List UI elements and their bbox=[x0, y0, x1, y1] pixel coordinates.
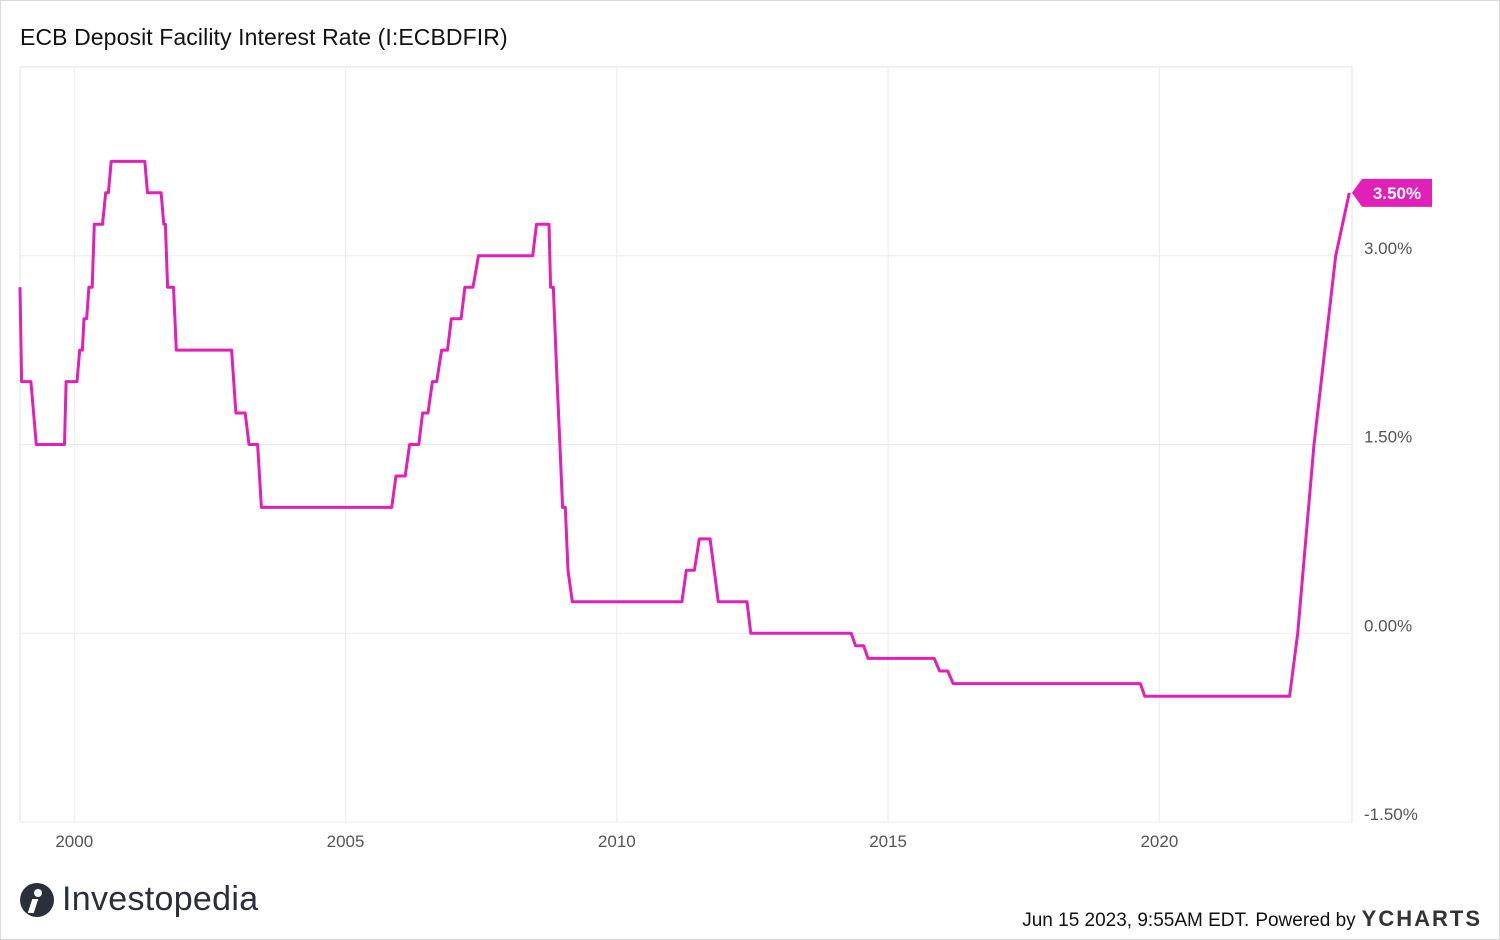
last-value-label: 3.50% bbox=[1373, 184, 1421, 203]
y-tick-label: 3.00% bbox=[1364, 239, 1412, 258]
footer-powered-by: Powered by bbox=[1255, 910, 1356, 931]
logo-text: Investopedia bbox=[62, 880, 259, 918]
last-value-badge bbox=[1352, 178, 1432, 207]
x-tick-label: 2000 bbox=[55, 832, 93, 851]
footer-timestamp: Jun 15 2023, 9:55AM EDT. bbox=[1022, 910, 1250, 931]
investopedia-logo-icon bbox=[20, 882, 54, 917]
series-layer bbox=[18, 159, 1351, 698]
tick-label-layer: 2000 2005 2010 2015 2020 -1.50% 0.00% 1.50% 3.00… bbox=[55, 178, 1432, 851]
investopedia-logo[interactable]: Investopedia bbox=[20, 880, 258, 919]
y-tick-label: 0.00% bbox=[1364, 616, 1412, 635]
chart-title: ECB Deposit Facility Interest Rate (I:EC… bbox=[20, 24, 508, 50]
x-tick-label: 2020 bbox=[1140, 832, 1178, 851]
grid-layer bbox=[19, 66, 1353, 823]
y-tick-label: -1.50% bbox=[1364, 805, 1418, 824]
x-tick-label: 2010 bbox=[598, 832, 636, 851]
chart-footer: Jun 15 2023, 9:55AM EDT. Powered by YCHA… bbox=[1022, 906, 1482, 932]
x-tick-label: 2005 bbox=[327, 832, 365, 851]
ycharts-brand-link[interactable]: YCHARTS bbox=[1361, 906, 1482, 931]
x-tick-label: 2015 bbox=[869, 832, 907, 851]
y-tick-label: 1.50% bbox=[1364, 428, 1412, 447]
series-line bbox=[18, 159, 1351, 698]
